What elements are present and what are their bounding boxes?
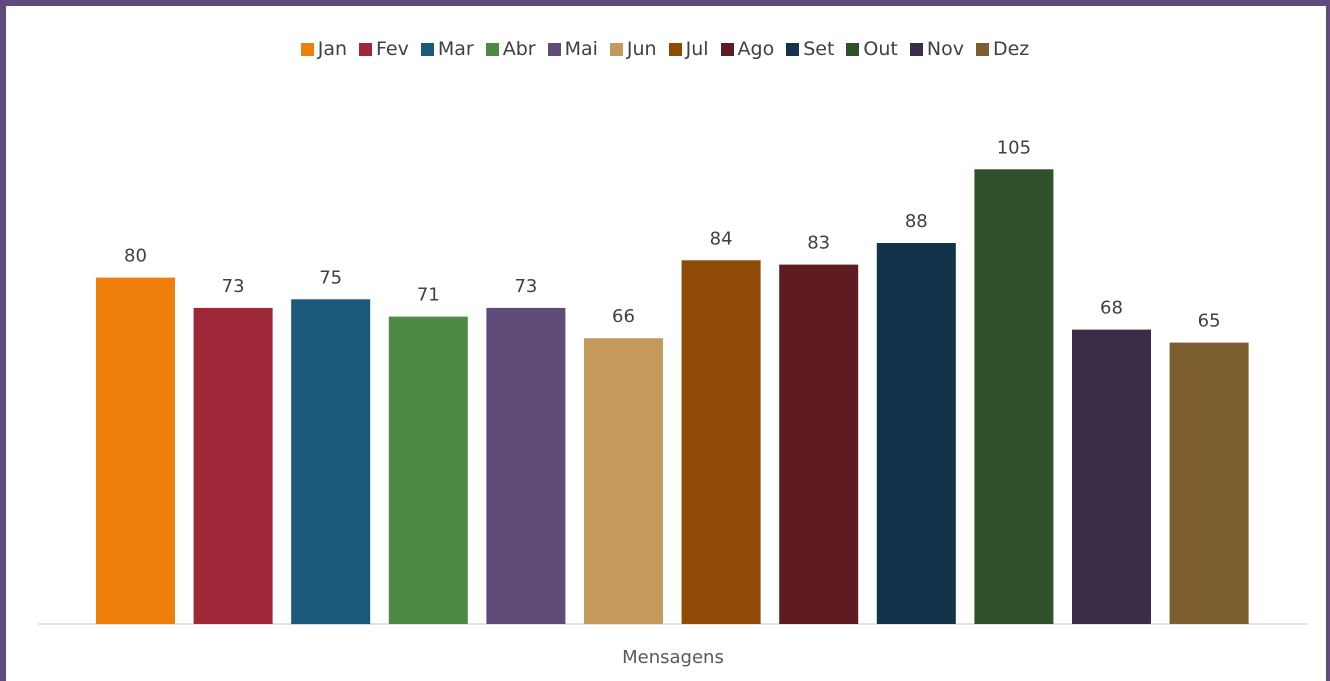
legend-swatch <box>975 42 989 56</box>
legend-label: Mar <box>437 38 474 60</box>
legend-swatch <box>485 42 499 56</box>
bar-jun <box>584 338 663 624</box>
bar-nov <box>1072 329 1151 624</box>
data-label-mar: 75 <box>319 267 342 288</box>
chart-legend: Jan Fev Mar Abr Mai Jun Jul Ago Set Out Nov Dez <box>0 38 1330 60</box>
bar-abr <box>388 316 468 624</box>
bar-dez <box>1169 342 1249 624</box>
data-label-jun: 66 <box>612 306 635 327</box>
legend-item-mar: Mar <box>420 38 474 60</box>
legend-label: Abr <box>502 38 536 60</box>
bar-jul <box>681 260 761 624</box>
legend-swatch <box>300 42 314 56</box>
legend-swatch <box>547 42 561 56</box>
legend-swatch <box>668 42 682 56</box>
legend-item-mai: Mai <box>547 38 598 60</box>
x-axis-category-label: Mensagens <box>622 647 724 668</box>
bar-jan <box>96 277 175 624</box>
legend-item-set: Set <box>786 38 834 60</box>
bar-ago <box>779 264 859 624</box>
legend-swatch <box>420 42 434 56</box>
legend-item-nov: Nov <box>909 38 964 60</box>
data-label-nov: 68 <box>1100 298 1123 319</box>
legend-label: Jan <box>317 38 348 60</box>
legend-item-fev: Fev <box>359 38 409 60</box>
legend-item-abr: Abr <box>485 38 536 60</box>
legend-label: Ago <box>737 38 775 60</box>
legend-label: Fev <box>376 38 409 60</box>
data-label-jan: 80 <box>124 246 147 267</box>
legend-item-jul: Jul <box>668 38 709 60</box>
legend-item-ago: Ago <box>720 38 775 60</box>
bar-mai <box>486 307 566 624</box>
legend-label: Jul <box>685 38 709 60</box>
data-label-set: 88 <box>905 211 928 232</box>
legend-item-dez: Dez <box>975 38 1030 60</box>
legend-swatch <box>846 42 860 56</box>
data-label-abr: 71 <box>417 285 440 306</box>
legend-label: Nov <box>926 38 964 60</box>
data-label-out: 105 <box>997 137 1031 158</box>
legend-item-out: Out <box>846 38 898 60</box>
bar-fev <box>193 307 273 624</box>
legend-swatch <box>909 42 923 56</box>
data-label-fev: 73 <box>222 276 245 297</box>
data-label-ago: 83 <box>807 233 830 254</box>
legend-item-jun: Jun <box>609 38 657 60</box>
legend-label: Dez <box>992 38 1030 60</box>
legend-label: Mai <box>564 38 598 60</box>
bar-mar <box>291 299 371 625</box>
legend-swatch <box>359 42 373 56</box>
legend-swatch <box>720 42 734 56</box>
legend-label: Out <box>863 38 898 60</box>
legend-swatch <box>786 42 800 56</box>
data-label-dez: 65 <box>1198 311 1221 332</box>
data-label-mai: 73 <box>514 276 537 297</box>
bar-out <box>974 169 1054 625</box>
legend-label: Jun <box>626 38 657 60</box>
legend-swatch <box>609 42 623 56</box>
data-label-jul: 84 <box>710 228 733 249</box>
legend-label: Set <box>803 38 835 60</box>
legend-item-jan: Jan <box>300 38 348 60</box>
bar-set <box>876 243 956 624</box>
